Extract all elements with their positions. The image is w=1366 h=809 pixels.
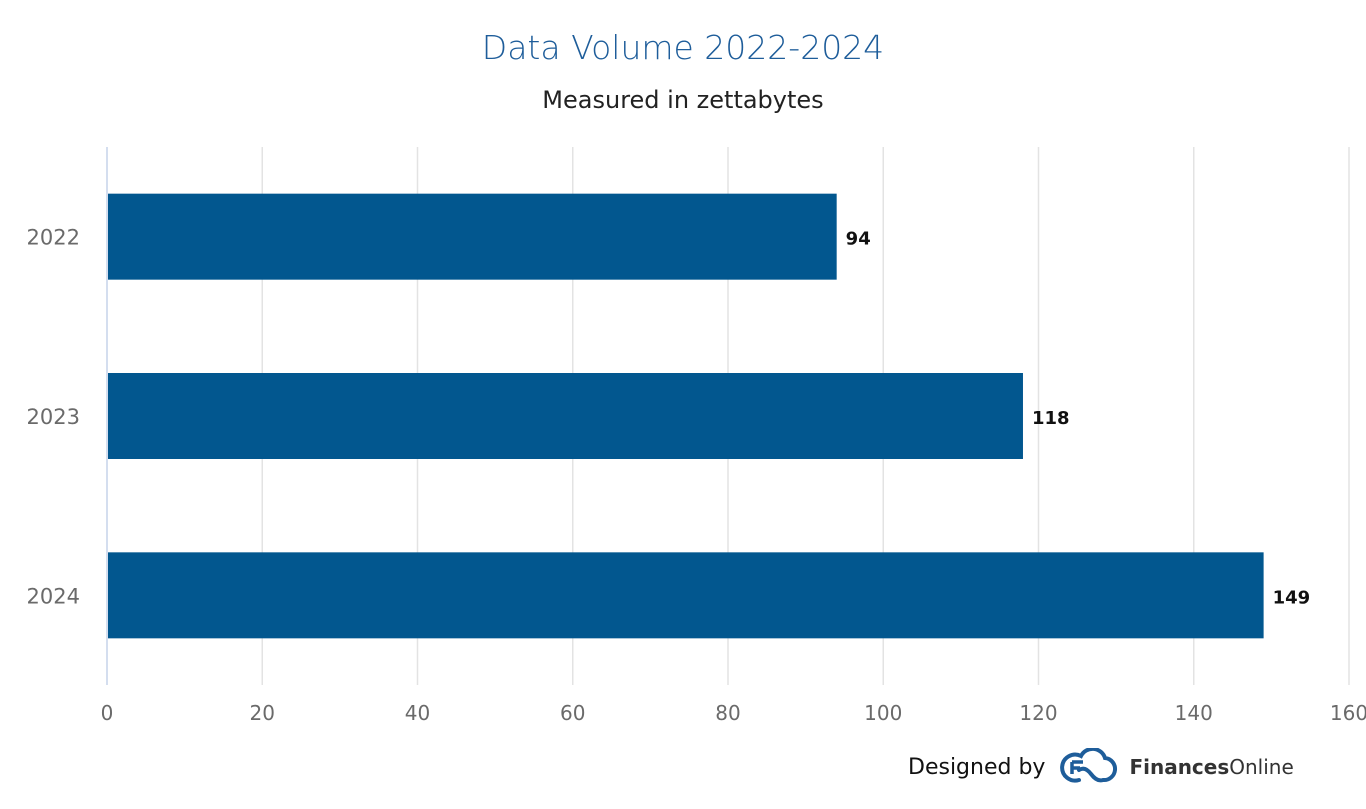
bar xyxy=(108,552,1264,639)
x-tick-label: 0 xyxy=(101,701,114,725)
category-label: 2024 xyxy=(27,584,80,608)
financesonline-logo: FinancesOnline xyxy=(1059,748,1294,786)
x-tick-label: 80 xyxy=(715,701,740,725)
chart-title: Data Volume 2022-2024 xyxy=(481,28,885,67)
credit: Designed by FinancesOnline xyxy=(908,748,1294,786)
x-tick-label: 100 xyxy=(864,701,902,725)
category-label: 2022 xyxy=(27,226,80,250)
data-label: 149 xyxy=(1273,587,1311,608)
x-tick-label: 120 xyxy=(1019,701,1057,725)
data-label: 118 xyxy=(1032,408,1070,429)
x-tick-label: 20 xyxy=(250,701,275,725)
x-tick-label: 60 xyxy=(560,701,585,725)
data-label: 94 xyxy=(846,229,871,250)
bar xyxy=(108,193,837,280)
credit-text: Designed by xyxy=(908,754,1046,780)
bar xyxy=(108,373,1023,459)
brand-name: FinancesOnline xyxy=(1129,755,1294,779)
cloud-logo-icon xyxy=(1060,748,1118,783)
x-tick-label: 40 xyxy=(405,701,430,725)
x-tick-label: 140 xyxy=(1175,701,1213,725)
x-tick-label: 160 xyxy=(1330,701,1366,725)
category-label: 2023 xyxy=(27,405,80,429)
chart-subtitle: Measured in zettabytes xyxy=(542,86,824,114)
